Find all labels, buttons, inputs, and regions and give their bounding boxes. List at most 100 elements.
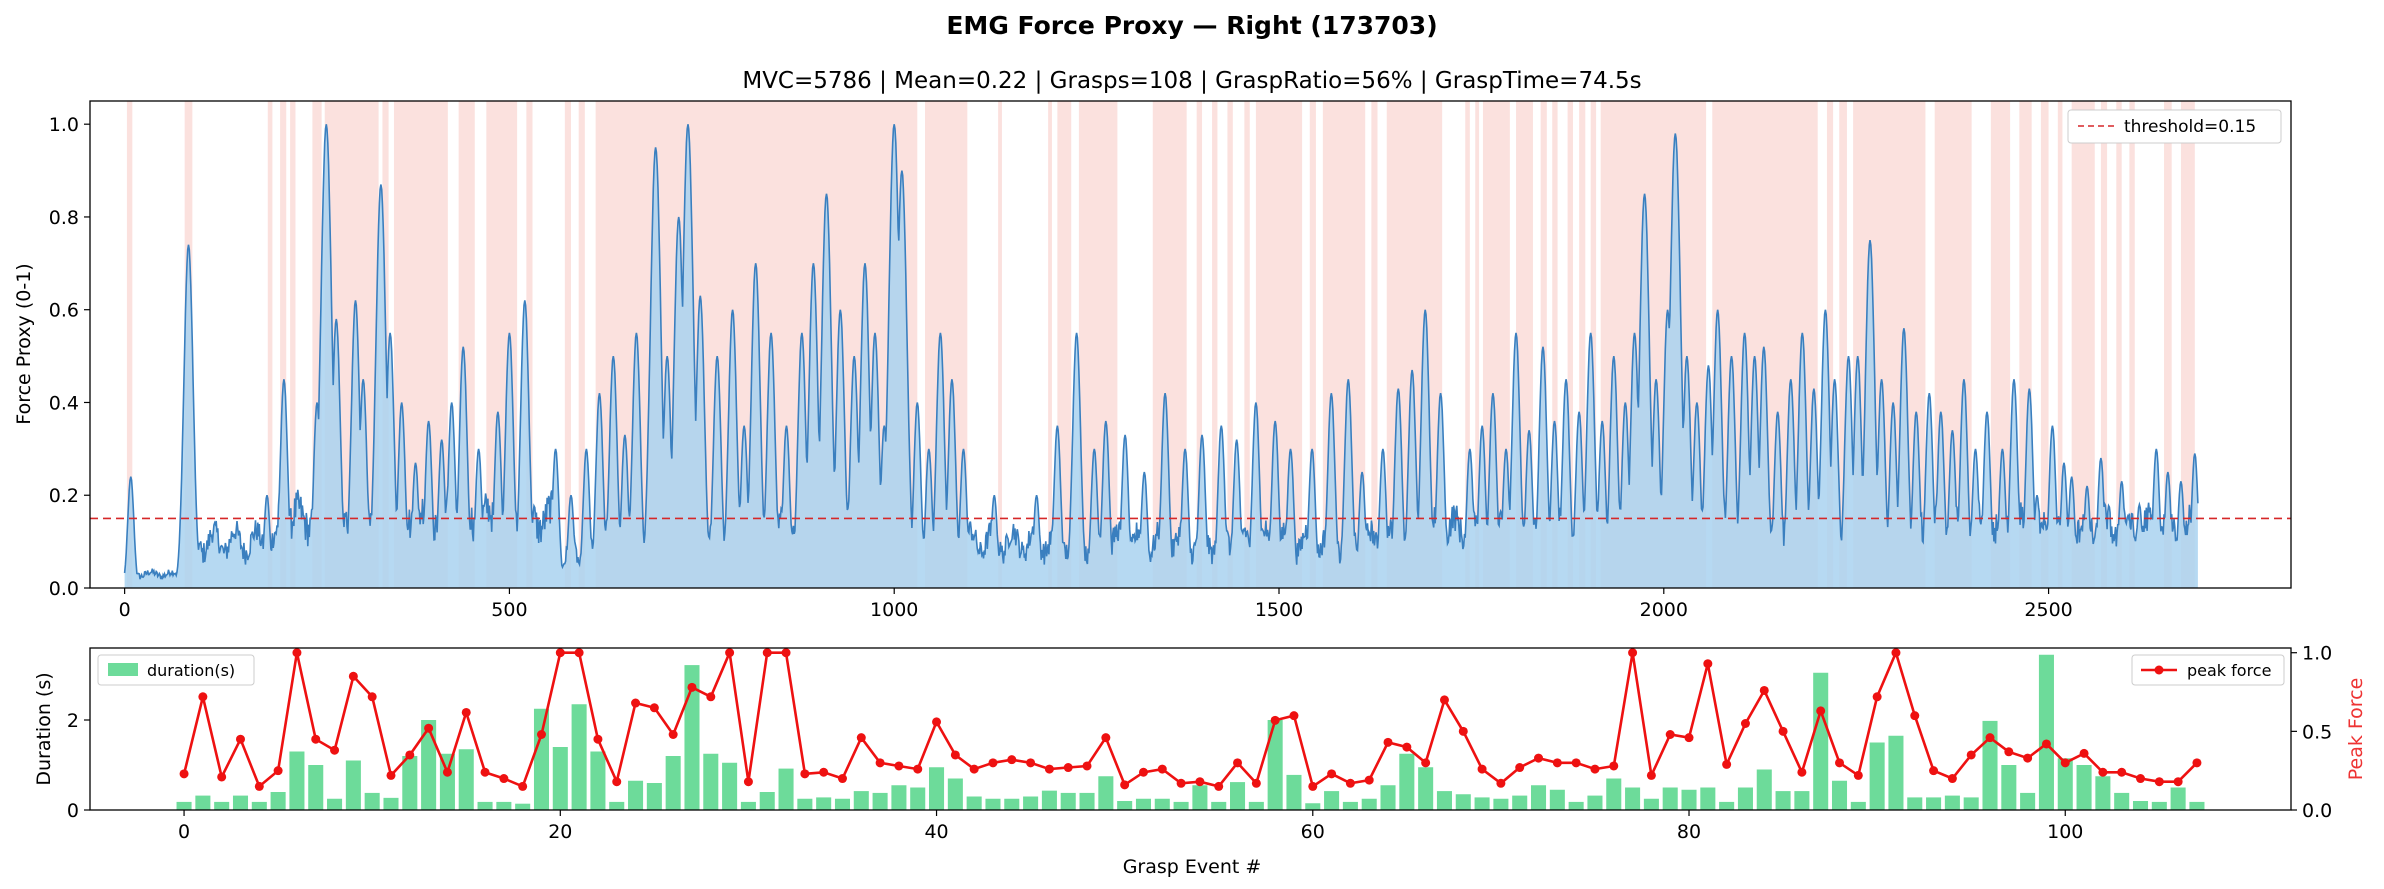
duration-bar [1248, 801, 1264, 810]
peak-force-marker [198, 692, 208, 702]
duration-bar [1530, 785, 1547, 810]
grasp-span [312, 101, 322, 588]
duration-bar [515, 803, 531, 810]
duration-bar [1418, 767, 1434, 810]
duration-bar [1775, 791, 1791, 810]
peak-force-marker [1383, 737, 1393, 747]
peak-force-marker [1082, 761, 1092, 771]
duration-bar [1342, 801, 1358, 810]
force-proxy-subtitle: MVC=5786 | Mean=0.22 | Grasps=108 | Gras… [742, 68, 1641, 94]
peak-force-marker [1101, 733, 1111, 743]
duration-bar [383, 797, 399, 810]
x-tick-label: 80 [1677, 821, 1701, 843]
duration-bar [2057, 758, 2073, 810]
duration-bar [1549, 789, 1565, 810]
force-proxy-y-ticks: 0.0 0.2 0.4 0.6 0.8 1.0 [49, 114, 90, 600]
duration-bar [1831, 780, 1848, 810]
duration-bar [1267, 720, 1283, 810]
grasp-span [1057, 101, 1072, 588]
peak-force-legend: peak force [2131, 654, 2285, 686]
duration-bar [2076, 765, 2092, 810]
y-tick-label: 2 [67, 710, 79, 732]
peak-force-legend-marker [2154, 665, 2164, 675]
peak-force-marker [2004, 747, 2014, 757]
duration-bar [1643, 798, 1659, 810]
duration-bar [947, 778, 963, 810]
peak-force-marker [932, 717, 942, 727]
peak-force-marker [1552, 758, 1562, 768]
x-tick-label: 40 [924, 821, 948, 843]
peak-force-marker [1120, 780, 1130, 790]
duration-bar [1493, 798, 1509, 810]
x-tick-label: 20 [548, 821, 572, 843]
peak-force-marker [1947, 774, 1957, 784]
duration-bar [853, 791, 869, 810]
duration-bar [1982, 720, 1998, 810]
peak-force-marker [950, 750, 960, 760]
peak-force-marker [1308, 781, 1318, 791]
grasp-span [1196, 101, 1203, 588]
peak-force-marker [1590, 764, 1600, 774]
grasp-span [1371, 101, 1378, 588]
peak-force-marker [875, 758, 885, 768]
x-tick-label: 1000 [870, 599, 918, 621]
duration-bar [1399, 753, 1415, 810]
grasp-span [564, 101, 571, 588]
peak-force-marker [348, 671, 358, 681]
duration-bar [1662, 787, 1678, 810]
peak-force-marker [1007, 755, 1017, 765]
peak-force-marker [1289, 711, 1299, 721]
peak-force-marker [386, 770, 396, 780]
grasp-events-x-ticks: 0 20 40 60 80 100 [178, 810, 2083, 843]
peak-force-marker [2136, 774, 2146, 784]
force-proxy-frame [89, 100, 2292, 589]
duration-bar [646, 783, 662, 810]
peak-force-marker [555, 648, 565, 658]
force-proxy-fill [124, 124, 2198, 588]
duration-bar [1756, 769, 1772, 810]
duration-bar [1719, 801, 1735, 810]
duration-bar [1455, 794, 1471, 810]
duration-bar [270, 792, 286, 810]
y2-tick-label: 0.5 [2302, 721, 2332, 743]
duration-legend-box [97, 654, 255, 686]
duration-bar [2001, 765, 2017, 810]
peak-force-marker [254, 781, 264, 791]
duration-bar [1230, 782, 1246, 810]
duration-bar [1587, 795, 1603, 810]
grasp-span [1990, 101, 2011, 588]
duration-bar [1606, 778, 1622, 810]
duration-bar [1850, 801, 1866, 810]
y-tick-label: 0 [67, 800, 79, 822]
duration-bar [797, 798, 813, 810]
duration-bar [1944, 795, 1960, 810]
y2-tick-label: 1.0 [2302, 643, 2332, 665]
grasp-span [1475, 101, 1480, 588]
y-tick-label: 0.2 [49, 485, 79, 507]
peak-force-marker [913, 764, 923, 774]
duration-bar [834, 798, 851, 810]
x-tick-label: 0 [178, 821, 190, 843]
grasp-span [1590, 101, 1597, 588]
duration-bar [1813, 672, 1829, 810]
threshold-legend: threshold=0.15 [2067, 109, 2282, 144]
duration-bar [345, 760, 361, 810]
x-tick-label: 0 [119, 599, 131, 621]
duration-bar [609, 801, 625, 810]
duration-bar [1041, 790, 1057, 810]
duration-bar [1324, 791, 1340, 810]
peak-force-marker [725, 648, 735, 658]
peak-force-marker [969, 764, 979, 774]
duration-bar [1926, 797, 1942, 810]
grasp-span [1212, 101, 1218, 588]
peak-force-marker [480, 767, 490, 777]
duration-bar [1436, 791, 1452, 810]
peak-force-marker [1421, 758, 1431, 768]
duration-bar [759, 792, 775, 810]
peak-force-marker [235, 734, 245, 744]
duration-bar [722, 762, 738, 810]
y-tick-label: 0.4 [49, 392, 79, 414]
duration-bar [1004, 798, 1020, 810]
duration-bar [232, 795, 249, 810]
peak-force-marker [2117, 767, 2127, 777]
